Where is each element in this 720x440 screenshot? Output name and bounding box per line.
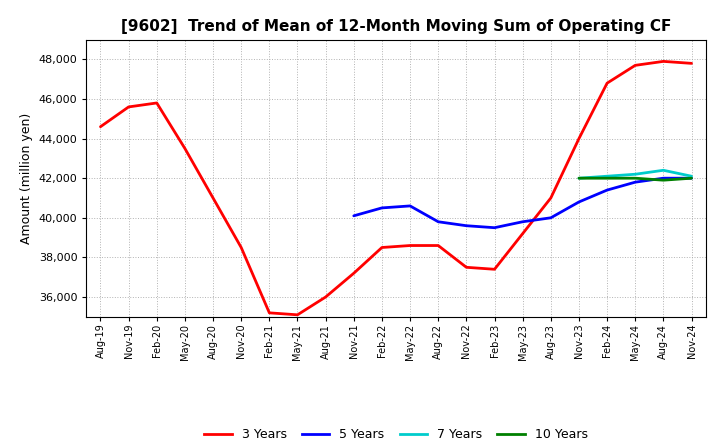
Line: 5 Years: 5 Years xyxy=(354,178,691,227)
3 Years xyxy=(659,59,667,64)
5 Years xyxy=(659,176,667,181)
10 Years xyxy=(575,176,583,181)
3 Years xyxy=(153,100,161,106)
3 Years xyxy=(377,245,386,250)
3 Years xyxy=(237,245,246,250)
3 Years xyxy=(209,195,217,201)
7 Years xyxy=(575,176,583,181)
5 Years xyxy=(377,205,386,210)
5 Years xyxy=(575,199,583,205)
3 Years xyxy=(125,104,133,110)
7 Years xyxy=(687,173,696,179)
3 Years xyxy=(321,294,330,300)
3 Years xyxy=(406,243,415,248)
Title: [9602]  Trend of Mean of 12-Month Moving Sum of Operating CF: [9602] Trend of Mean of 12-Month Moving … xyxy=(121,19,671,34)
5 Years xyxy=(518,219,527,224)
3 Years xyxy=(462,264,471,270)
3 Years xyxy=(434,243,443,248)
10 Years xyxy=(687,176,696,181)
3 Years xyxy=(687,61,696,66)
3 Years xyxy=(631,62,639,68)
3 Years xyxy=(546,195,555,201)
3 Years xyxy=(603,81,611,86)
5 Years xyxy=(462,223,471,228)
Y-axis label: Amount (million yen): Amount (million yen) xyxy=(20,113,33,244)
3 Years xyxy=(96,124,105,129)
5 Years xyxy=(546,215,555,220)
10 Years xyxy=(603,176,611,181)
7 Years xyxy=(659,168,667,173)
5 Years xyxy=(349,213,358,218)
Legend: 3 Years, 5 Years, 7 Years, 10 Years: 3 Years, 5 Years, 7 Years, 10 Years xyxy=(204,429,588,440)
Line: 3 Years: 3 Years xyxy=(101,61,691,315)
5 Years xyxy=(406,203,415,209)
10 Years xyxy=(659,177,667,183)
5 Years xyxy=(490,225,499,230)
Line: 10 Years: 10 Years xyxy=(579,178,691,180)
3 Years xyxy=(490,267,499,272)
10 Years xyxy=(631,176,639,181)
5 Years xyxy=(687,176,696,181)
3 Years xyxy=(265,310,274,315)
5 Years xyxy=(434,219,443,224)
3 Years xyxy=(575,136,583,141)
3 Years xyxy=(349,271,358,276)
7 Years xyxy=(603,173,611,179)
5 Years xyxy=(603,187,611,193)
Line: 7 Years: 7 Years xyxy=(579,170,691,178)
3 Years xyxy=(181,146,189,151)
3 Years xyxy=(293,312,302,317)
5 Years xyxy=(631,180,639,185)
7 Years xyxy=(631,172,639,177)
3 Years xyxy=(518,231,527,236)
